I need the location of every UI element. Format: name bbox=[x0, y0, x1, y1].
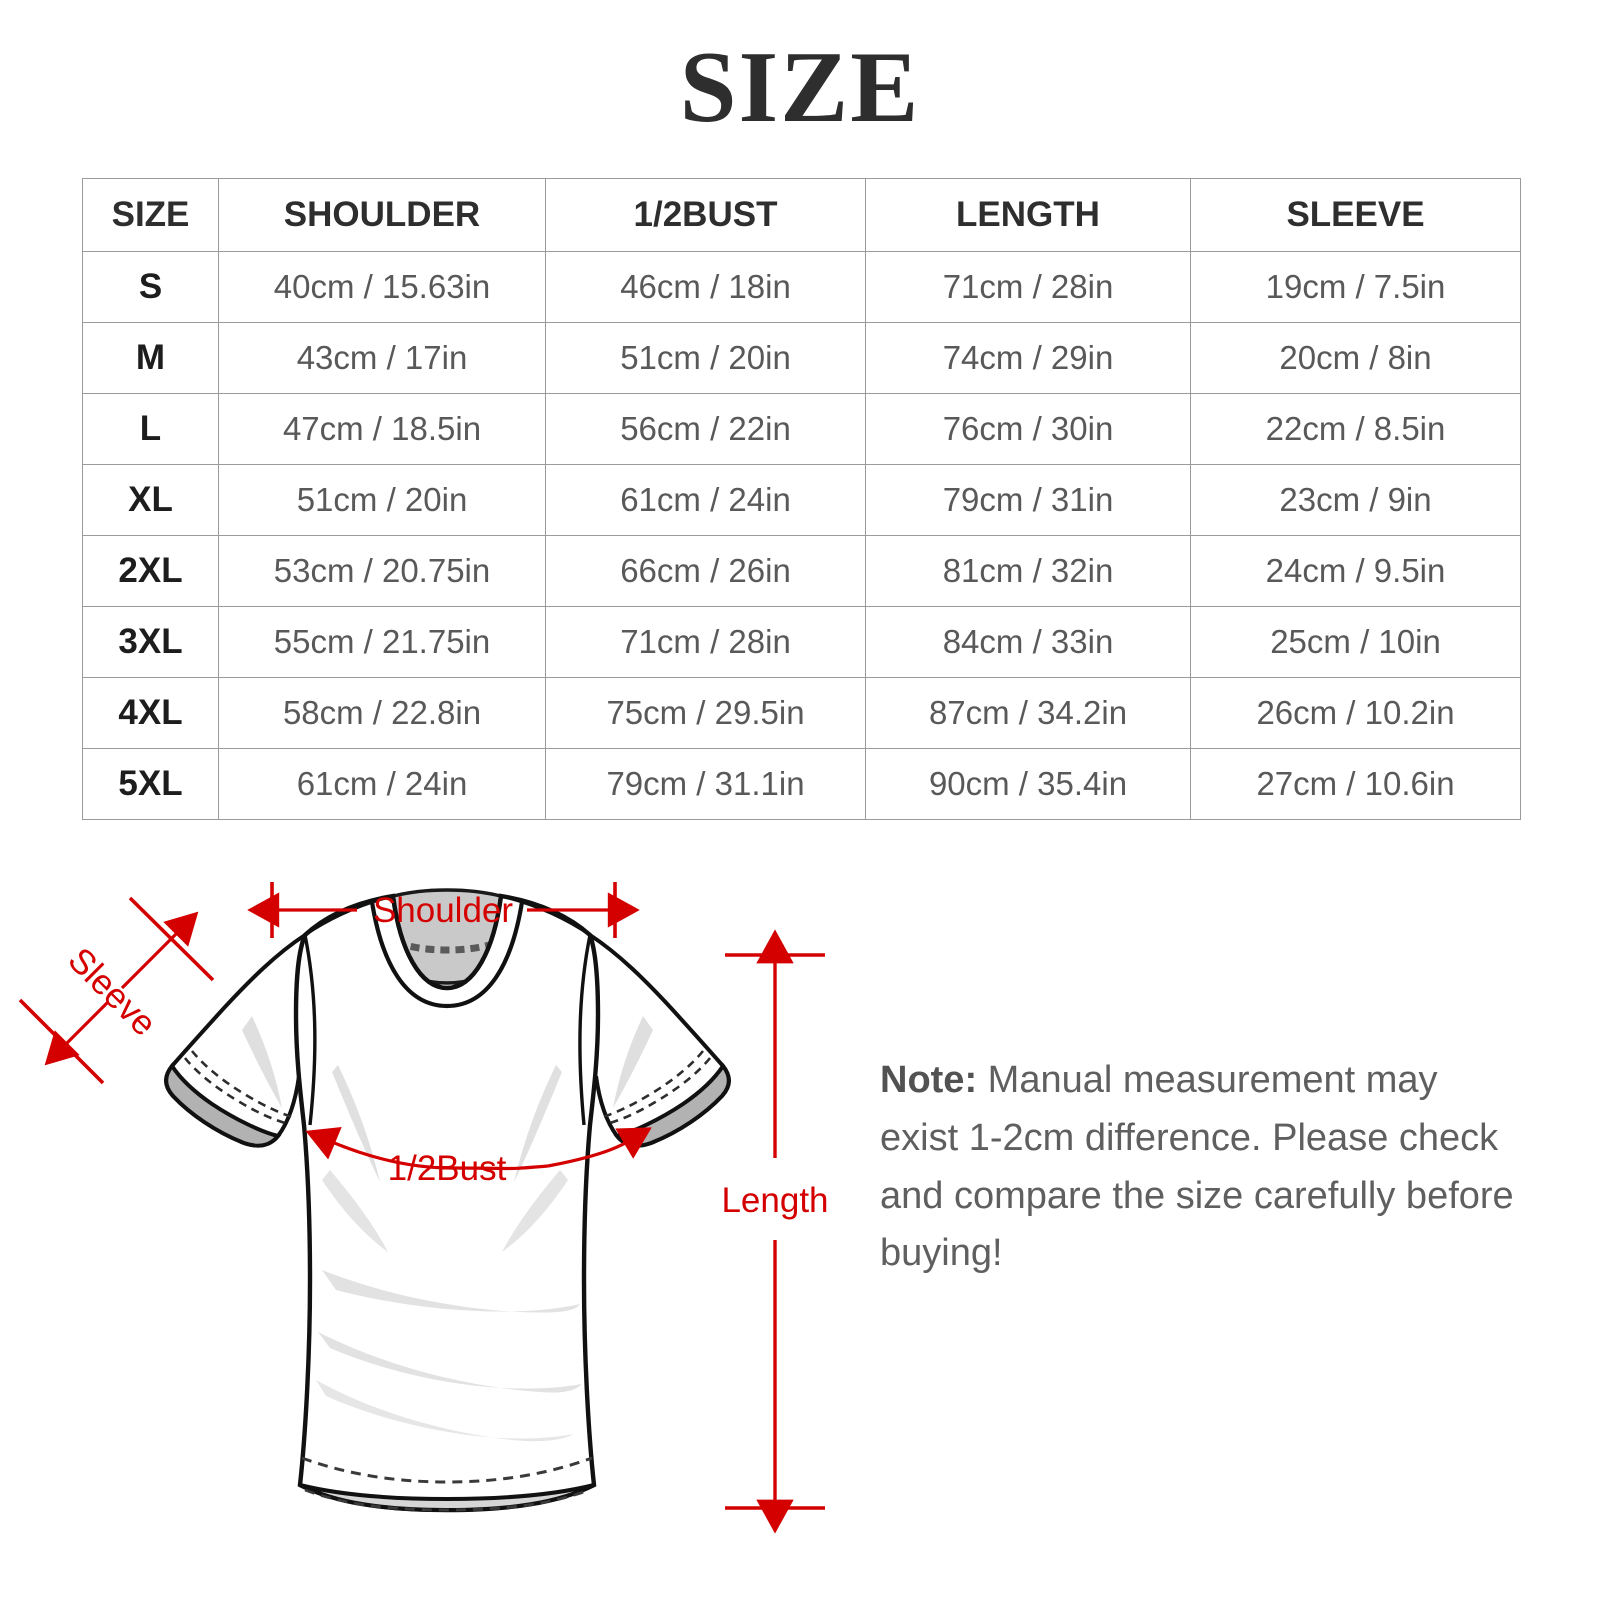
cell-bust: 51cm / 20in bbox=[545, 322, 866, 394]
cell-bust: 71cm / 28in bbox=[545, 606, 866, 678]
right-cuff-stitch-outer bbox=[609, 1057, 712, 1125]
cell-length: 81cm / 32in bbox=[865, 535, 1191, 607]
cell-size: 5XL bbox=[82, 748, 219, 820]
page-title: SIZE bbox=[679, 31, 921, 144]
table-row: XL 51cm / 20in 61cm / 24in 79cm / 31in 2… bbox=[82, 464, 1521, 536]
cell-shoulder: 55cm / 21.75in bbox=[218, 606, 546, 678]
column-header-size: SIZE bbox=[82, 178, 219, 252]
length-dimension: Length bbox=[721, 929, 829, 1534]
cell-length: 84cm / 33in bbox=[865, 606, 1191, 678]
table-row: 2XL 53cm / 20.75in 66cm / 26in 81cm / 32… bbox=[82, 535, 1521, 607]
column-header-shoulder: SHOULDER bbox=[218, 178, 546, 252]
shoulder-dimension: Shoulder bbox=[247, 882, 640, 938]
cell-bust: 66cm / 26in bbox=[545, 535, 866, 607]
table-header-row: SIZE SHOULDER 1/2BUST LENGTH SLEEVE bbox=[82, 178, 1521, 252]
cell-size: XL bbox=[82, 464, 219, 536]
column-header-sleeve: SLEEVE bbox=[1190, 178, 1521, 252]
note-label: Note: bbox=[880, 1059, 978, 1101]
right-cuff-stitch-inner bbox=[602, 1050, 705, 1119]
cell-bust: 61cm / 24in bbox=[545, 464, 866, 536]
cell-shoulder: 51cm / 20in bbox=[218, 464, 546, 536]
left-cuff-stitch-outer bbox=[183, 1057, 286, 1125]
table-row: 3XL 55cm / 21.75in 71cm / 28in 84cm / 33… bbox=[82, 606, 1521, 678]
sleeve-tick-bottom bbox=[18, 998, 105, 1085]
cell-sleeve: 19cm / 7.5in bbox=[1190, 251, 1521, 323]
table-row: L 47cm / 18.5in 56cm / 22in 76cm / 30in … bbox=[82, 393, 1521, 465]
sleeve-dimension: Sleeve bbox=[18, 896, 215, 1085]
cell-sleeve: 25cm / 10in bbox=[1190, 606, 1521, 678]
cell-bust: 46cm / 18in bbox=[545, 251, 866, 323]
cell-size: 2XL bbox=[82, 535, 219, 607]
collar-rib-line bbox=[369, 901, 525, 1009]
cell-sleeve: 20cm / 8in bbox=[1190, 322, 1521, 394]
cell-length: 76cm / 30in bbox=[865, 393, 1191, 465]
cell-bust: 56cm / 22in bbox=[545, 393, 866, 465]
cell-shoulder: 61cm / 24in bbox=[218, 748, 546, 820]
cell-shoulder: 43cm / 17in bbox=[218, 322, 546, 394]
cell-length: 71cm / 28in bbox=[865, 251, 1191, 323]
length-label: Length bbox=[721, 1181, 828, 1220]
collar-front-line bbox=[390, 895, 504, 991]
sleeve-label: Sleeve bbox=[61, 940, 164, 1043]
column-header-bust: 1/2BUST bbox=[545, 178, 866, 252]
tshirt-illustration-icon bbox=[164, 888, 731, 1513]
right-armhole-seam bbox=[578, 934, 592, 1126]
bust-arrow-right bbox=[547, 1127, 652, 1168]
sleeve-arrow-down bbox=[44, 1000, 110, 1066]
cell-sleeve: 22cm / 8.5in bbox=[1190, 393, 1521, 465]
cell-length: 74cm / 29in bbox=[865, 322, 1191, 394]
cell-size: S bbox=[82, 251, 219, 323]
bust-dimension: 1/2Bust bbox=[305, 1126, 652, 1188]
bust-line-mid bbox=[451, 1164, 549, 1171]
left-armhole-seam bbox=[303, 934, 317, 1126]
cell-size: M bbox=[82, 322, 219, 394]
bust-arrow-left bbox=[305, 1126, 453, 1170]
cell-size: 4XL bbox=[82, 677, 219, 749]
hem-stitch-upper bbox=[301, 1456, 593, 1484]
measurement-diagram: Shoulder Sleeve 1/2Bust Length bbox=[0, 840, 860, 1600]
cell-bust: 75cm / 29.5in bbox=[545, 677, 866, 749]
cell-sleeve: 23cm / 9in bbox=[1190, 464, 1521, 536]
cell-size: L bbox=[82, 393, 219, 465]
cell-length: 79cm / 31in bbox=[865, 464, 1191, 536]
table-row: 4XL 58cm / 22.8in 75cm / 29.5in 87cm / 3… bbox=[82, 677, 1521, 749]
cell-bust: 79cm / 31.1in bbox=[545, 748, 866, 820]
hem-stitch-lower bbox=[304, 1488, 590, 1512]
cell-length: 90cm / 35.4in bbox=[865, 748, 1191, 820]
cell-shoulder: 53cm / 20.75in bbox=[218, 535, 546, 607]
cell-shoulder: 58cm / 22.8in bbox=[218, 677, 546, 749]
bust-label: 1/2Bust bbox=[388, 1149, 507, 1188]
table-row: M 43cm / 17in 51cm / 20in 74cm / 29in 20… bbox=[82, 322, 1521, 394]
left-sleeve-fold bbox=[242, 1016, 282, 1108]
left-cuff-stitch-inner bbox=[190, 1050, 293, 1119]
left-cuff-opening bbox=[164, 1062, 282, 1148]
cell-sleeve: 26cm / 10.2in bbox=[1190, 677, 1521, 749]
note-block: Note: Manual measurement may exist 1-2cm… bbox=[880, 1052, 1520, 1283]
measurement-annotations: Shoulder Sleeve 1/2Bust Length bbox=[18, 882, 829, 1534]
sleeve-arrow-up bbox=[120, 911, 199, 990]
table-row: S 40cm / 15.63in 46cm / 18in 71cm / 28in… bbox=[82, 251, 1521, 323]
shoulder-label: Shoulder bbox=[373, 891, 513, 930]
column-header-length: LENGTH bbox=[865, 178, 1191, 252]
cell-shoulder: 47cm / 18.5in bbox=[218, 393, 546, 465]
table-row: 5XL 61cm / 24in 79cm / 31.1in 90cm / 35.… bbox=[82, 748, 1521, 820]
right-sleeve-fold bbox=[613, 1016, 653, 1108]
note-text: Manual measurement may exist 1-2cm diffe… bbox=[880, 1059, 1514, 1275]
cell-size: 3XL bbox=[82, 606, 219, 678]
cell-shoulder: 40cm / 15.63in bbox=[218, 251, 546, 323]
cell-length: 87cm / 34.2in bbox=[865, 677, 1191, 749]
cell-sleeve: 24cm / 9.5in bbox=[1190, 535, 1521, 607]
size-chart-table: SIZE SHOULDER 1/2BUST LENGTH SLEEVE S 40… bbox=[82, 178, 1521, 820]
cell-sleeve: 27cm / 10.6in bbox=[1190, 748, 1521, 820]
